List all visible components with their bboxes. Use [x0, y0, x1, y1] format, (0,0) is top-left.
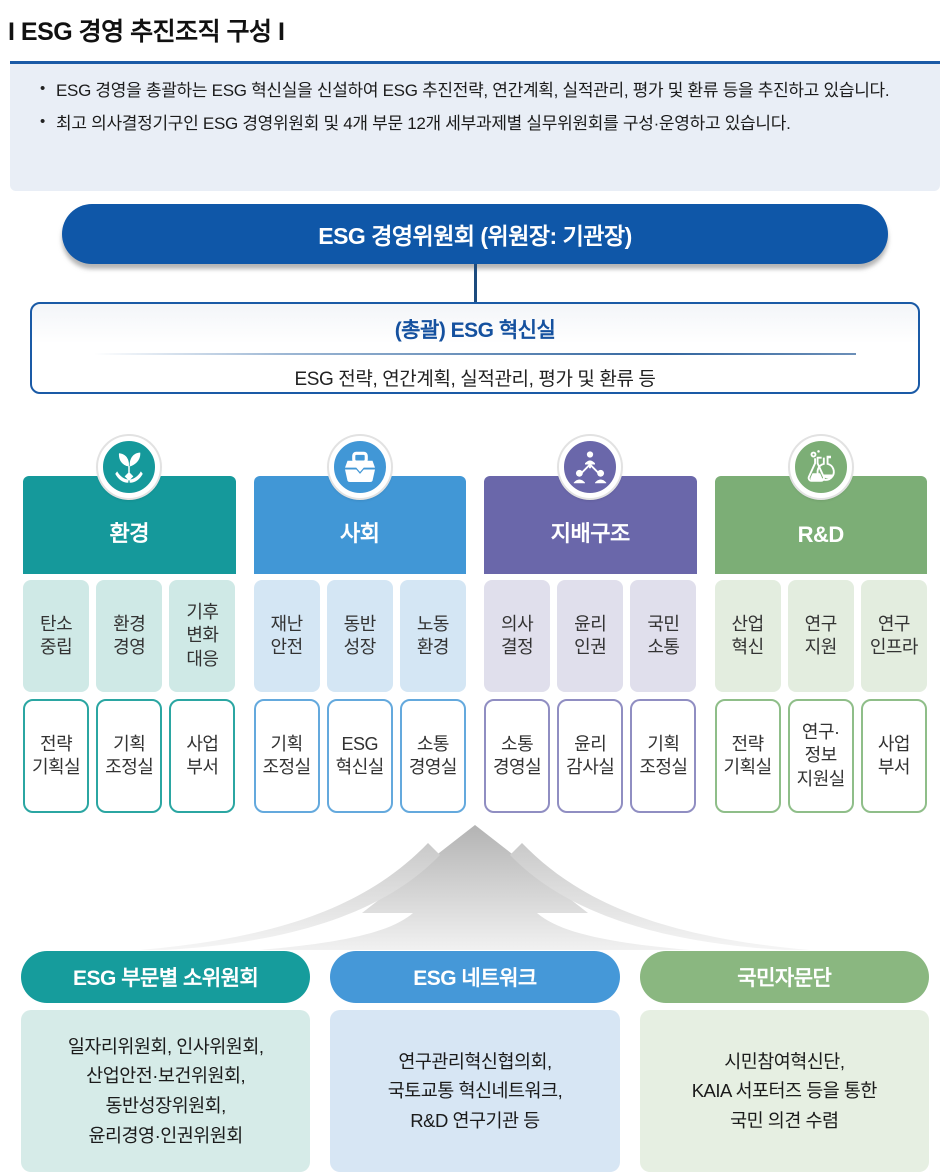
department-box: 전략 기획실 — [23, 699, 90, 813]
bottom-groups: ESG 부문별 소위원회 일자리위원회, 인사위원회, 산업안전·보건위원회, … — [21, 951, 929, 1172]
topic-box: 국민 소통 — [630, 580, 697, 692]
topic-box: 윤리 인권 — [557, 580, 624, 692]
topic-box: 탄소 중립 — [23, 580, 90, 692]
connector-line — [473, 264, 477, 302]
group-body: 연구관리혁신협의회, 국토교통 혁신네트워크, R&D 연구기관 등 — [330, 1010, 620, 1172]
topic-box: 동반 성장 — [326, 580, 393, 692]
department-row: 전략 기획실 기획 조정실 사업 부서 — [23, 699, 236, 813]
topic-row: 재난 안전 동반 성장 노동 환경 — [253, 580, 467, 692]
department-row: 소통 경영실 윤리 감사실 기획 조정실 — [484, 699, 697, 813]
bullet-icon: • — [40, 80, 46, 97]
page-title: I ESG 경영 추진조직 구성 I — [8, 18, 285, 46]
department-box: 소통 경영실 — [399, 699, 466, 813]
topic-row: 산업 혁신 연구 지원 연구 인프라 — [714, 580, 928, 692]
department-box: 기획 조정실 — [96, 699, 163, 813]
department-box: 전략 기획실 — [714, 699, 781, 813]
department-box: 사업 부서 — [169, 699, 236, 813]
topic-row: 의사 결정 윤리 인권 국민 소통 — [484, 580, 697, 692]
pillar-rnd: R&D 산업 혁신 연구 지원 연구 인프라 전략 기획실 연구· 정보 지원실… — [714, 436, 928, 813]
department-row: 전략 기획실 연구· 정보 지원실 사업 부서 — [714, 699, 928, 813]
intro-box: • ESG 경영을 총괄하는 ESG 혁신실을 신설하여 ESG 추진전략, 연… — [10, 61, 940, 191]
group-title-pill: ESG 네트워크 — [330, 951, 620, 1003]
divider — [94, 353, 856, 355]
intro-bullet-text: 최고 의사결정기구인 ESG 경영위원회 및 4개 부문 12개 세부과제별 실… — [56, 113, 791, 133]
department-box: 기획 조정실 — [253, 699, 320, 813]
flasks-icon — [789, 436, 852, 498]
topic-box: 연구 인프라 — [860, 580, 927, 692]
department-box: 소통 경영실 — [484, 699, 551, 813]
intro-bullet: • ESG 경영을 총괄하는 ESG 혁신실을 신설하여 ESG 추진전략, 연… — [40, 78, 914, 104]
pillar-social: 사회 재난 안전 동반 성장 노동 환경 기획 조정실 ESG 혁신실 소통 경… — [253, 436, 467, 813]
department-box: 연구· 정보 지원실 — [787, 699, 854, 813]
department-box: 윤리 감사실 — [557, 699, 624, 813]
topic-box: 노동 환경 — [399, 580, 466, 692]
overall-box-description: ESG 전략, 연간계획, 실적관리, 평가 및 환류 등 — [294, 369, 656, 390]
bullet-icon: • — [40, 112, 46, 130]
pillar-governance: 지배구조 의사 결정 윤리 인권 국민 소통 소통 경영실 윤리 감사실 기획 … — [484, 436, 697, 813]
intro-bullet: • 최고 의사결정기구인 ESG 경영위원회 및 4개 부문 12개 세부과제별… — [40, 111, 914, 137]
overall-box-title: (총괄) ESG 혁신실 — [394, 319, 556, 342]
pillar-environment: 환경 탄소 중립 환경 경영 기후 변화 대응 전략 기획실 기획 조정실 사업… — [23, 436, 236, 813]
department-row: 기획 조정실 ESG 혁신실 소통 경영실 — [253, 699, 467, 813]
upward-arrow — [0, 821, 950, 951]
topic-box: 연구 지원 — [787, 580, 854, 692]
group-advisory: 국민자문단 시민참여혁신단, KAIA 서포터즈 등을 통한 국민 의견 수렴 — [639, 951, 929, 1172]
group-title-pill: ESG 부문별 소위원회 — [21, 951, 311, 1003]
pillar-header-social: 사회 — [253, 476, 466, 574]
topic-box: 기후 변화 대응 — [169, 580, 236, 692]
leaf-hands-icon — [98, 436, 161, 498]
pillar-header-governance: 지배구조 — [484, 476, 697, 574]
department-box: 기획 조정실 — [630, 699, 697, 813]
department-box: ESG 혁신실 — [326, 699, 393, 813]
org-chart-icon — [559, 436, 622, 498]
intro-bullet-text: ESG 경영을 총괄하는 ESG 혁신실을 신설하여 ESG 추진전략, 연간계… — [56, 81, 890, 100]
pillar-columns: 환경 탄소 중립 환경 경영 기후 변화 대응 전략 기획실 기획 조정실 사업… — [23, 436, 927, 813]
esg-innovation-office-box: (총괄) ESG 혁신실 ESG 전략, 연간계획, 실적관리, 평가 및 환류… — [30, 302, 920, 394]
group-title-pill: 국민자문단 — [639, 951, 929, 1003]
topic-box: 재난 안전 — [253, 580, 320, 692]
group-body: 일자리위원회, 인사위원회, 산업안전·보건위원회, 동반성장위원회, 윤리경영… — [21, 1010, 311, 1172]
topic-box: 환경 경영 — [96, 580, 163, 692]
group-subcommittees: ESG 부문별 소위원회 일자리위원회, 인사위원회, 산업안전·보건위원회, … — [21, 951, 311, 1172]
briefcase-icon — [328, 436, 391, 498]
group-body: 시민참여혁신단, KAIA 서포터즈 등을 통한 국민 의견 수렴 — [639, 1010, 929, 1172]
department-box: 사업 부서 — [860, 699, 927, 813]
topic-box: 산업 혁신 — [714, 580, 781, 692]
esg-committee-banner: ESG 경영위원회 (위원장: 기관장) — [62, 204, 888, 264]
group-network: ESG 네트워크 연구관리혁신협의회, 국토교통 혁신네트워크, R&D 연구기… — [330, 951, 620, 1172]
topic-row: 탄소 중립 환경 경영 기후 변화 대응 — [23, 580, 236, 692]
topic-box: 의사 결정 — [484, 580, 551, 692]
